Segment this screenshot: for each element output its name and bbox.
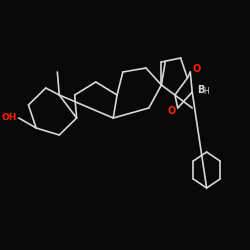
Text: OH: OH xyxy=(2,114,17,122)
Text: O: O xyxy=(192,64,200,74)
Text: O: O xyxy=(168,106,176,116)
Text: B: B xyxy=(197,85,204,95)
Text: H: H xyxy=(203,88,208,96)
